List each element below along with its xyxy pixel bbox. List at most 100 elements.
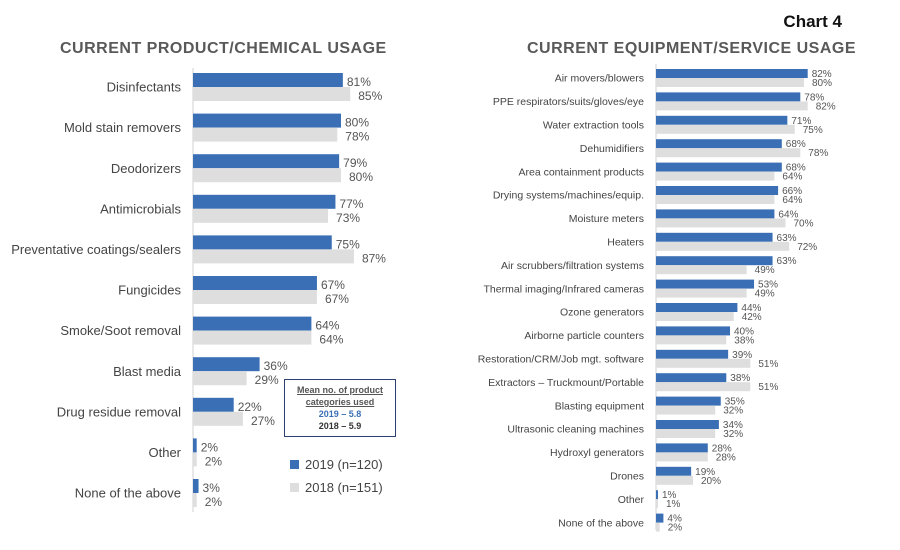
bar-2018 xyxy=(193,411,243,426)
bar-2018 xyxy=(193,249,354,264)
bar-2019 xyxy=(656,513,664,523)
bar-2018 xyxy=(193,127,338,142)
bar-2019 xyxy=(656,303,738,312)
data-label: 63% xyxy=(777,256,797,267)
bar-2019 xyxy=(193,276,317,290)
data-label: 70% xyxy=(794,218,814,229)
data-label: 2% xyxy=(668,523,683,534)
bar-2018 xyxy=(656,522,660,532)
legend-label: 2018 (n=151) xyxy=(305,480,383,495)
data-label: 87% xyxy=(362,251,386,265)
bar-2019 xyxy=(656,186,779,195)
bar-2018 xyxy=(193,452,197,467)
bar-2018 xyxy=(656,171,775,181)
data-label: 49% xyxy=(755,265,775,276)
data-label: 49% xyxy=(755,289,775,300)
bar-2018 xyxy=(656,405,716,415)
bar-2019 xyxy=(656,326,730,336)
data-label: 75% xyxy=(803,125,823,136)
data-label: 85% xyxy=(358,89,382,103)
data-label: 53% xyxy=(758,280,778,291)
bar-2019 xyxy=(193,194,336,209)
data-label: 64% xyxy=(778,209,798,220)
category-label: Preventative coatings/sealers xyxy=(11,242,181,257)
category-label: Blasting equipment xyxy=(555,400,644,412)
bar-2018 xyxy=(656,382,751,392)
data-label: 36% xyxy=(264,359,288,373)
category-label: Water extraction tools xyxy=(543,119,644,131)
bar-2019 xyxy=(656,443,708,453)
data-label: 2% xyxy=(205,495,223,509)
legend-swatch-2019 xyxy=(290,460,299,469)
bar-2019 xyxy=(656,373,727,383)
bar-2018 xyxy=(656,101,808,111)
data-label: 27% xyxy=(251,414,275,428)
category-label: Restoration/CRM/Job mgt. software xyxy=(478,353,644,365)
bar-2018 xyxy=(193,208,329,223)
data-label: 42% xyxy=(742,312,762,323)
legend-2018: 2018 (n=151) xyxy=(290,480,383,495)
bar-2018 xyxy=(193,330,312,345)
bar-2018 xyxy=(656,148,801,158)
data-label: 78% xyxy=(345,130,369,144)
bar-2019 xyxy=(193,479,199,493)
bar-2018 xyxy=(193,290,317,304)
category-label: Air movers/blowers xyxy=(555,73,644,85)
data-label: 28% xyxy=(712,443,732,454)
mean-box-title: Mean no. of product xyxy=(297,385,383,395)
bar-2019 xyxy=(656,162,782,172)
bar-2019 xyxy=(656,396,721,406)
data-label: 68% xyxy=(786,163,806,174)
chart-number: Chart 4 xyxy=(783,12,842,31)
data-label: 20% xyxy=(701,476,721,487)
category-label: Deodorizers xyxy=(111,161,182,176)
mean-2018: 2018 – 5.9 xyxy=(318,421,362,431)
data-label: 44% xyxy=(741,303,761,314)
bar-2019 xyxy=(656,349,729,359)
data-label: 67% xyxy=(321,278,345,292)
data-label: 79% xyxy=(343,156,367,170)
bar-2018 xyxy=(193,493,197,507)
mean-box-title-2: categories used xyxy=(305,397,375,407)
data-label: 3% xyxy=(203,481,221,495)
bar-2018 xyxy=(656,475,693,485)
category-label: Air scrubbers/filtration systems xyxy=(501,260,644,272)
data-label: 2% xyxy=(205,454,223,468)
data-label: 51% xyxy=(758,382,778,393)
data-label: 2% xyxy=(201,440,219,454)
bar-2019 xyxy=(193,357,260,372)
category-label: Smoke/Soot removal xyxy=(60,323,181,338)
category-label: Other xyxy=(148,445,181,460)
bar-2018 xyxy=(656,195,775,204)
data-label: 38% xyxy=(734,335,754,346)
bar-2018 xyxy=(656,358,751,368)
data-label: 40% xyxy=(734,326,754,337)
mean-2019: 2019 – 5.8 xyxy=(318,409,362,419)
category-label: Drying systems/machines/equip. xyxy=(493,190,644,202)
data-label: 80% xyxy=(349,170,373,184)
bar-2019 xyxy=(193,73,343,87)
category-label: Thermal imaging/Infrared cameras xyxy=(484,283,644,295)
bar-2018 xyxy=(656,78,804,87)
category-label: Moisture meters xyxy=(569,213,644,225)
data-label: 38% xyxy=(730,373,750,384)
data-label: 39% xyxy=(732,350,752,361)
data-label: 1% xyxy=(666,499,681,510)
bar-2019 xyxy=(656,490,658,500)
data-label: 28% xyxy=(716,452,736,463)
data-label: 64% xyxy=(319,333,343,347)
category-label: None of the above xyxy=(558,517,644,529)
category-label: Blast media xyxy=(113,364,182,379)
category-label: Airborne particle counters xyxy=(524,330,644,342)
right-chart-title: CURRENT EQUIPMENT/SERVICE USAGE xyxy=(527,40,857,57)
bar-2019 xyxy=(656,69,808,78)
legend-label: 2019 (n=120) xyxy=(305,457,383,472)
category-label: Hydroxyl generators xyxy=(550,447,644,459)
category-label: Disinfectants xyxy=(107,80,182,95)
bar-2018 xyxy=(656,288,747,298)
bar-2018 xyxy=(656,218,786,228)
data-label: 80% xyxy=(812,78,832,89)
bar-2019 xyxy=(656,139,782,149)
category-label: Heaters xyxy=(607,236,644,248)
